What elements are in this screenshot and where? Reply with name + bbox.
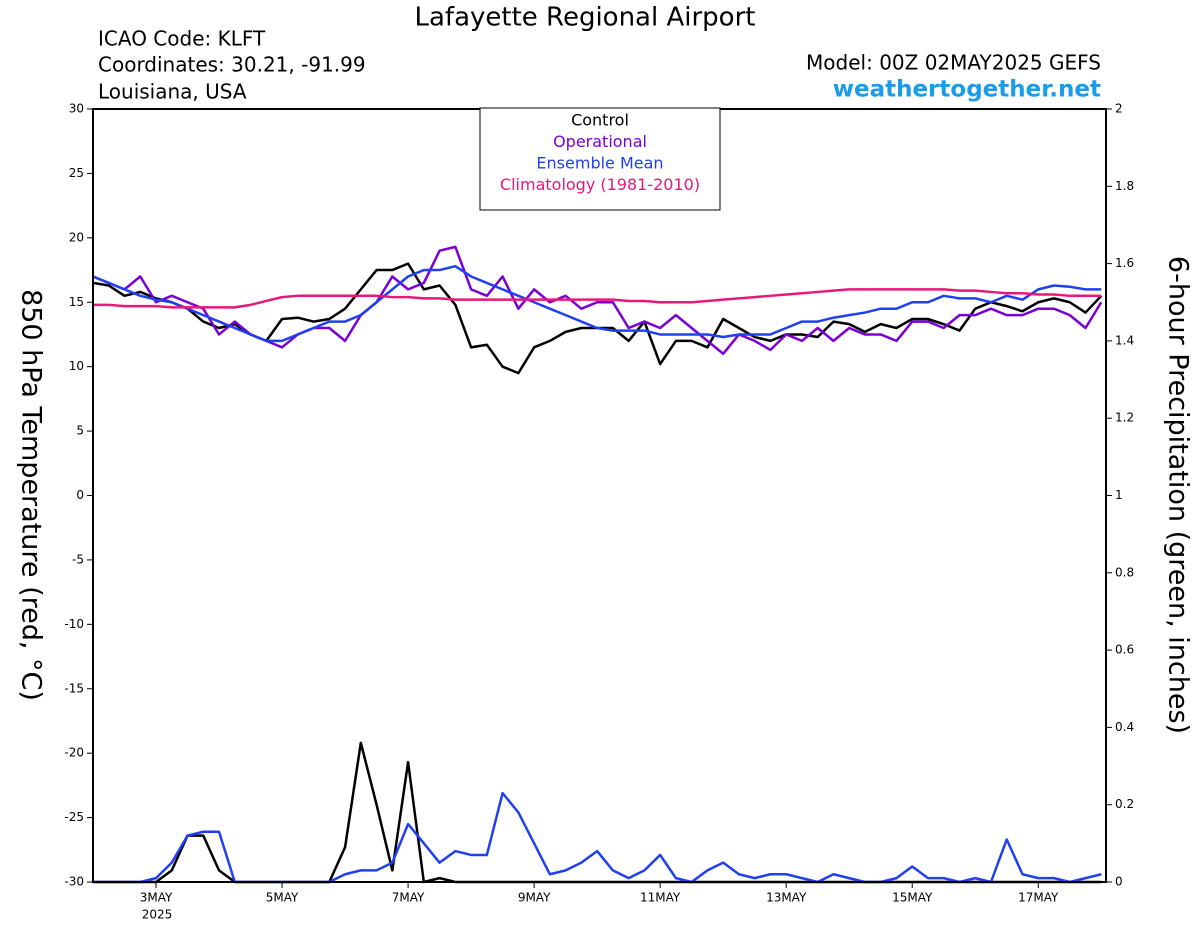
legend-box — [479, 107, 721, 211]
y-tick-label: -10 — [64, 617, 84, 631]
y2-tick-label: 2 — [1115, 102, 1123, 116]
y2-tick-label: 0.8 — [1115, 565, 1134, 579]
plot-area — [92, 245, 1103, 884]
y-tick-label: -25 — [64, 810, 84, 824]
chart-title: Lafayette Regional Airport — [415, 3, 756, 33]
legend-label: Ensemble Mean — [536, 154, 663, 173]
x-tick-label: 11MAY — [640, 891, 681, 905]
model-info: Model: 00Z 02MAY2025 GEFS — [806, 51, 1101, 75]
y-tick-label: -15 — [64, 681, 84, 695]
y2-tick-label: 0.4 — [1115, 720, 1134, 734]
y2-tick-label: 1.8 — [1115, 179, 1134, 193]
y2-tick-label: 1.2 — [1115, 411, 1134, 425]
info-line: Coordinates: 30.21, -91.99 — [98, 53, 366, 77]
x-tick-label: 15MAY — [892, 891, 933, 905]
y2-axis-label: 6-hour Precipitation (green, inches) — [1163, 256, 1194, 734]
y-tick-label: 5 — [76, 424, 84, 438]
series-line — [93, 288, 1102, 309]
info-line: ICAO Code: KLFT — [98, 27, 266, 51]
y2-tick-label: 0.6 — [1115, 643, 1134, 657]
y-tick-label: -20 — [64, 746, 84, 760]
x-tick-label: 3MAY — [140, 891, 173, 905]
info-line: Louisiana, USA — [98, 80, 247, 104]
site-name: weathertogether.net — [833, 77, 1101, 103]
y2-tick-label: 1 — [1115, 488, 1123, 502]
x-tick-label: 5MAY — [266, 891, 299, 905]
y2-tick-label: 1.4 — [1115, 333, 1134, 347]
y2-tick-label: 1.6 — [1115, 256, 1134, 270]
legend-label: Climatology (1981-2010) — [500, 175, 700, 194]
legend-label: Control — [571, 111, 629, 130]
y-tick-label: 30 — [69, 102, 84, 116]
y-tick-label: -30 — [64, 875, 84, 889]
x-tick-label: 13MAY — [766, 891, 807, 905]
y-tick-label: 0 — [76, 488, 84, 502]
x-tick-label: 9MAY — [518, 891, 551, 905]
series-line — [92, 264, 1102, 343]
legend: Control Operational Ensemble Mean Climatolo… — [479, 107, 721, 211]
y-tick-label: 20 — [69, 230, 84, 244]
y2-tick-label: 0.2 — [1115, 797, 1134, 811]
x-tick-label: 17MAY — [1018, 891, 1059, 905]
y2-tick-label: 0 — [1115, 875, 1123, 889]
x-tick-label: 7MAY — [392, 891, 425, 905]
y-tick-label: 15 — [69, 295, 84, 309]
x-year-label: 2025 — [142, 908, 173, 922]
y-axis-label: 850 hPa Temperature (red, °C) — [16, 289, 47, 701]
y-tick-label: 25 — [69, 166, 84, 180]
legend-label: Operational — [553, 132, 647, 151]
y-tick-label: -5 — [72, 552, 84, 566]
y-tick-label: 10 — [69, 359, 84, 373]
